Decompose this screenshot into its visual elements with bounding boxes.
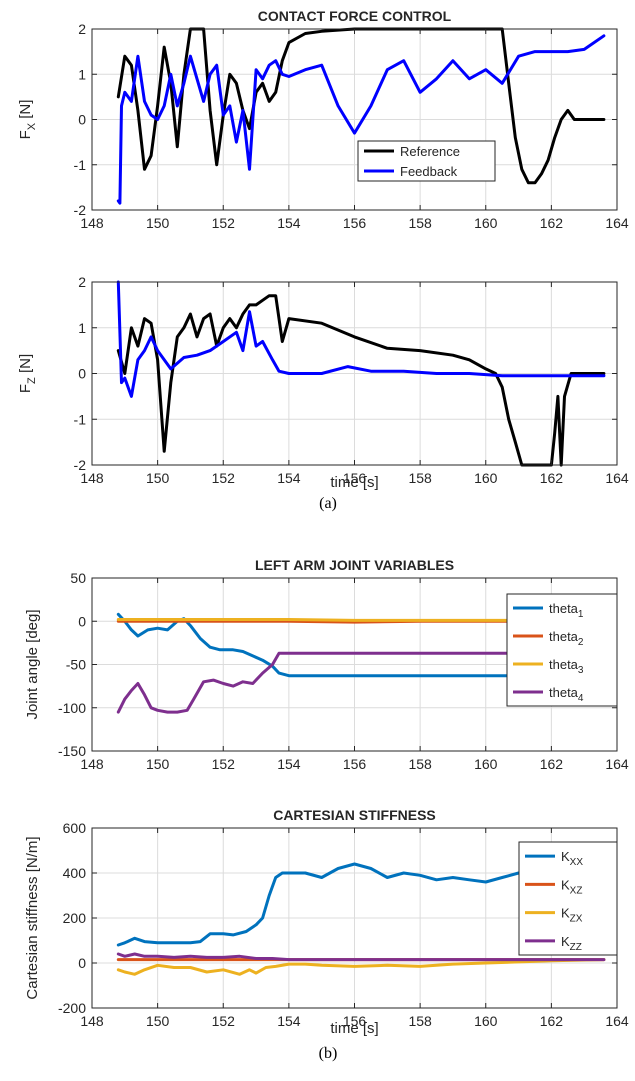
caption-a: (a) [319, 495, 337, 512]
legend-box [357, 140, 496, 182]
x-tick-label: 152 [212, 756, 236, 772]
y-tick-label: 1 [78, 66, 86, 82]
chart-title: CONTACT FORCE CONTROL [258, 8, 452, 24]
legend-entry: KXX [561, 849, 583, 868]
legend: KXX KXZ KZX KZZ [518, 841, 618, 956]
x-tick-label: 160 [474, 1013, 498, 1029]
legend-entry: Reference [400, 144, 460, 159]
legend-entry: theta1 [549, 601, 584, 620]
x-tick-label: 162 [540, 1013, 564, 1029]
chart-title: LEFT ARM JOINT VARIABLES [255, 557, 454, 573]
x-axis-label: time [s] [330, 1020, 378, 1037]
series-line-feedback [116, 280, 606, 398]
x-tick-label: 158 [408, 215, 432, 231]
y-tick-label: 0 [78, 112, 86, 128]
x-tick-label: 160 [474, 215, 498, 231]
y-tick-label: -50 [66, 657, 86, 673]
x-tick-label: 158 [408, 756, 432, 772]
x-axis-label: time [s] [330, 474, 378, 491]
x-tick-label: 154 [277, 1013, 301, 1029]
x-tick-label: 164 [605, 215, 629, 231]
chart-4: 148 150 152 154 156 158 160 162 164 -200 0 200 400 60… [24, 807, 629, 1037]
x-tick-label: 164 [605, 470, 629, 486]
y-axis-label: FX [N] [17, 100, 38, 140]
x-tick-label: 152 [212, 1013, 236, 1029]
x-tick-label: 162 [540, 756, 564, 772]
x-tick-label: 164 [605, 756, 629, 772]
x-tick-label: 148 [80, 756, 104, 772]
x-tick-label: 160 [474, 756, 498, 772]
x-tick-label: 150 [146, 470, 170, 486]
series-line-kzz [116, 952, 606, 962]
x-tick-label: 148 [80, 1013, 104, 1029]
y-axis-label: Joint angle [deg] [24, 609, 41, 719]
series-line-reference [116, 27, 606, 185]
chart-2: 148 150 152 154 156 158 160 162 164 -2 -1 0 1 2 FZ [N]… [17, 274, 629, 491]
legend-entry: theta2 [549, 629, 584, 648]
x-tick-label: 156 [343, 1013, 367, 1029]
y-tick-label: 50 [70, 570, 86, 586]
x-tick-label: 152 [212, 470, 236, 486]
y-tick-label: -200 [58, 1000, 86, 1016]
x-tick-label: 162 [540, 215, 564, 231]
legend-box [506, 593, 618, 707]
chart-title: CARTESIAN STIFFNESS [273, 807, 436, 823]
legend-box [518, 841, 618, 956]
x-tick-label: 160 [474, 470, 498, 486]
chart-1: 148 150 152 154 156 158 160 162 164 -2 -1 0 1 2 CONTAC… [17, 8, 629, 231]
x-tick-label: 152 [212, 215, 236, 231]
x-tick-label: 150 [146, 1013, 170, 1029]
legend: theta1 theta2 theta3 theta4 [506, 593, 618, 707]
x-tick-label: 148 [80, 215, 104, 231]
caption-b: (b) [319, 1045, 338, 1062]
x-tick-label: 156 [343, 215, 367, 231]
y-tick-label: 2 [78, 274, 86, 290]
y-tick-label: 200 [63, 910, 87, 926]
series-line-theta1 [116, 612, 606, 678]
series-line-theta4 [116, 651, 606, 714]
y-axis-label: FZ [N] [17, 354, 38, 393]
series-line-kzx [116, 958, 606, 976]
y-tick-label: -150 [58, 743, 86, 759]
series-line-feedback [116, 34, 606, 205]
y-tick-label: 2 [78, 21, 86, 37]
x-tick-label: 150 [146, 756, 170, 772]
x-tick-label: 162 [540, 470, 564, 486]
y-tick-label: -1 [74, 157, 87, 173]
chart-3: 148 150 152 154 156 158 160 162 164 -150 -100 -50 0 5… [24, 557, 629, 772]
y-tick-label: -2 [74, 202, 87, 218]
legend-entry: KZZ [561, 934, 582, 953]
legend-entry: theta4 [549, 685, 584, 704]
x-tick-label: 164 [605, 1013, 629, 1029]
x-tick-label: 158 [408, 470, 432, 486]
x-tick-label: 154 [277, 215, 301, 231]
y-axis-label: Cartesian stiffness [N/m] [24, 836, 41, 999]
legend: Reference Feedback [357, 140, 496, 182]
y-tick-label: 0 [78, 955, 86, 971]
x-tick-label: 154 [277, 470, 301, 486]
x-tick-label: 156 [343, 756, 367, 772]
y-tick-label: 600 [63, 820, 87, 836]
y-tick-label: -2 [74, 457, 87, 473]
y-tick-label: 400 [63, 865, 87, 881]
y-tick-label: 0 [78, 366, 86, 382]
y-tick-label: 1 [78, 320, 86, 336]
x-tick-label: 154 [277, 756, 301, 772]
legend-entry: theta3 [549, 657, 584, 676]
y-tick-label: 0 [78, 613, 86, 629]
x-tick-label: 158 [408, 1013, 432, 1029]
legend-entry: KXZ [561, 877, 582, 896]
y-tick-label: -100 [58, 700, 86, 716]
series-line-kxx [116, 862, 606, 947]
x-tick-label: 148 [80, 470, 104, 486]
x-tick-label: 150 [146, 215, 170, 231]
legend-entry: Feedback [400, 164, 458, 179]
legend-entry: KZX [561, 906, 583, 925]
y-tick-label: -1 [74, 411, 87, 427]
x-tick-label: 156 [343, 470, 367, 486]
